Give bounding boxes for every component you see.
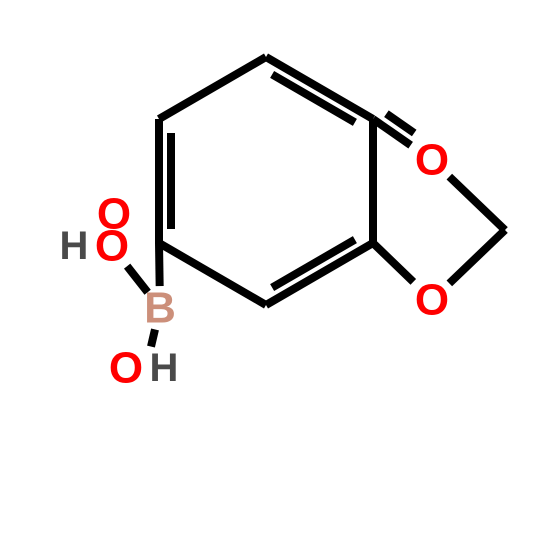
bond [449,230,505,283]
atom-label: O [95,222,129,271]
atom-label: O [415,136,449,185]
bond [373,243,413,282]
atom-label: B [144,284,176,333]
molecule-diagram: OOOHOBOH [0,0,533,533]
atom-label: H [150,346,179,390]
bond [266,243,373,305]
bond [159,243,160,286]
atom-label: O [415,276,449,325]
bond [266,57,373,119]
atom-label: O [109,344,143,393]
atom-label: H [60,224,89,268]
bond [159,57,266,119]
bond [449,177,505,230]
